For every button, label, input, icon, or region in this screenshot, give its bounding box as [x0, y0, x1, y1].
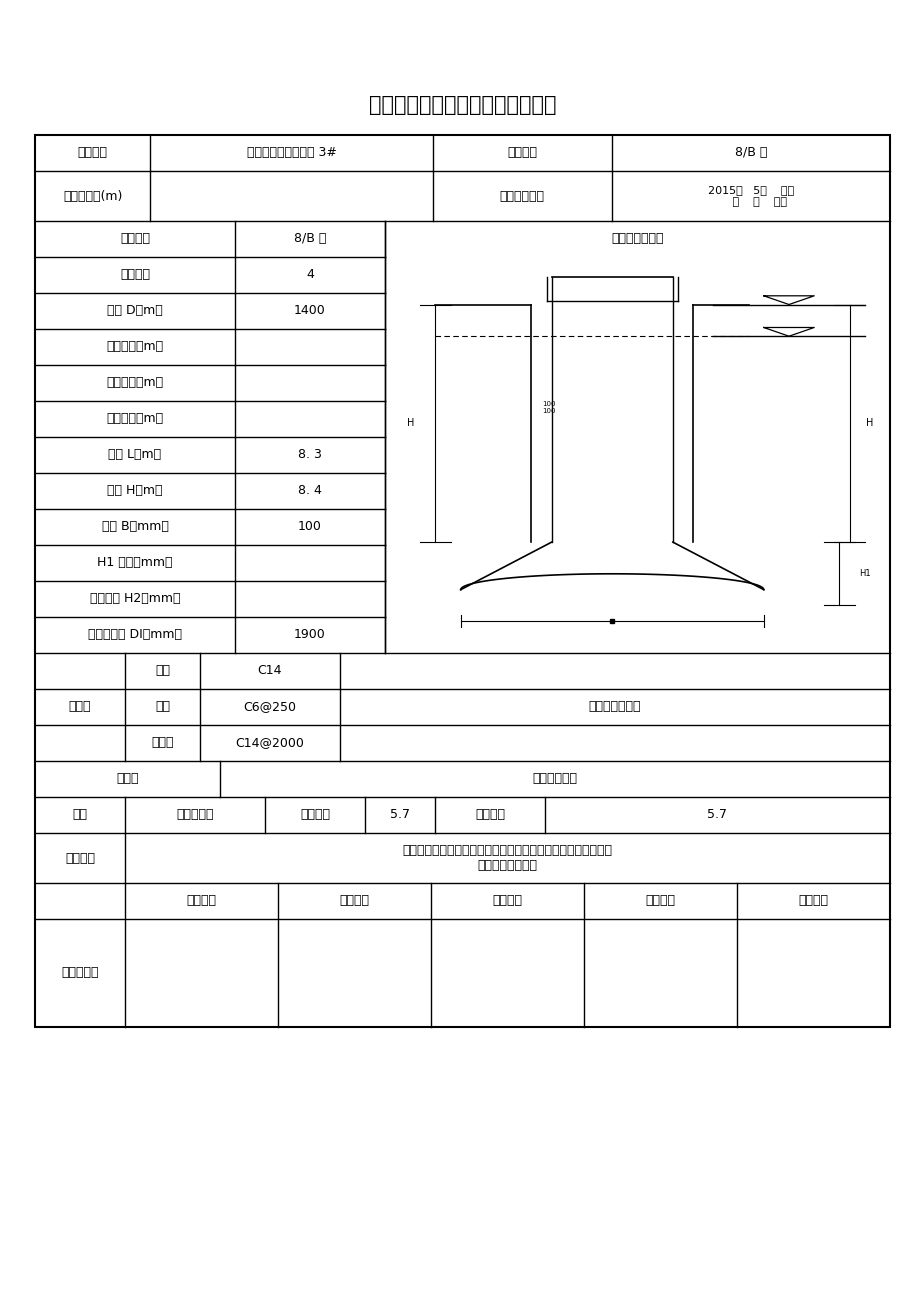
Text: 100: 100 [298, 521, 322, 534]
Text: 桩径 D（m）: 桩径 D（m） [107, 305, 163, 318]
Text: 工程名称: 工程名称 [77, 147, 108, 160]
Text: 100
100: 100 100 [542, 401, 555, 414]
Text: 建设单位: 建设单位 [492, 894, 522, 907]
Text: 桩位编号: 桩位编号 [506, 147, 537, 160]
Text: 8/B 轴: 8/B 轴 [293, 233, 326, 246]
Bar [35, 135, 889, 1027]
Text: 勘察单位: 勘察单位 [339, 894, 369, 907]
Text: 8/B 轴: 8/B 轴 [734, 147, 766, 160]
Text: 护壁 B（mm）: 护壁 B（mm） [101, 521, 168, 534]
Text: 8. 3: 8. 3 [298, 448, 322, 461]
Text: C6@250: C6@250 [244, 700, 296, 713]
Text: 加径筋: 加径筋 [151, 737, 174, 750]
Text: 8. 4: 8. 4 [298, 484, 322, 497]
Text: 乐安县万民家和沁园 3#: 乐安县万民家和沁园 3# [246, 147, 336, 160]
Text: 桩身编号: 桩身编号 [119, 268, 150, 281]
Text: H1 尺寸（mm）: H1 尺寸（mm） [97, 556, 173, 569]
Text: 孔深 H（m）: 孔深 H（m） [108, 484, 163, 497]
Text: 设计单位: 设计单位 [187, 894, 216, 907]
Text: 1400: 1400 [294, 305, 325, 318]
Text: 5.7: 5.7 [390, 809, 410, 822]
Text: 现场成孔示意图: 现场成孔示意图 [610, 233, 663, 246]
Text: 入岩深度 H2（mm）: 入岩深度 H2（mm） [90, 592, 180, 605]
Text: 人工挖孔桩: 人工挖孔桩 [176, 809, 213, 822]
Text: 持力层: 持力层 [116, 772, 139, 785]
Text: 经现场勘察，桩端已进入风化岩石层，桩径、桩长、桩位均符合
设计及规范要求。: 经现场勘察，桩端已进入风化岩石层，桩径、桩长、桩位均符合 设计及规范要求。 [403, 844, 612, 872]
Text: 人工挖孔灌注桩成孔施工验收记录: 人工挖孔灌注桩成孔施工验收记录 [369, 95, 556, 115]
Text: 扩大头尺寸 DI（mm）: 扩大头尺寸 DI（mm） [88, 629, 182, 642]
Text: 箍筋: 箍筋 [154, 700, 170, 713]
Text: 造孔起止时间: 造孔起止时间 [499, 190, 544, 203]
Text: 5.7: 5.7 [707, 809, 727, 822]
Text: 符合设计要求: 符合设计要求 [532, 772, 577, 785]
Text: 孔口标高（m）: 孔口标高（m） [107, 341, 164, 354]
Text: 桩长 L（m）: 桩长 L（m） [108, 448, 162, 461]
Text: 桩顶标高（m）: 桩顶标高（m） [107, 376, 164, 389]
Text: 原地面标高(m): 原地面标高(m) [63, 190, 122, 203]
Text: H: H [865, 418, 872, 428]
Text: 监理单位: 监理单位 [645, 894, 675, 907]
Text: 浇筑时间: 浇筑时间 [474, 809, 505, 822]
Text: H: H [406, 418, 414, 428]
Text: 桩型: 桩型 [73, 809, 87, 822]
Text: 签字公章栏: 签字公章栏 [62, 966, 98, 979]
Text: 桩位编号: 桩位编号 [119, 233, 150, 246]
Text: 主筋: 主筋 [154, 664, 170, 677]
Text: C14@2000: C14@2000 [235, 737, 304, 750]
Text: 1900: 1900 [294, 629, 325, 642]
Text: 结论意见: 结论意见 [65, 852, 95, 865]
Text: C14: C14 [257, 664, 282, 677]
Text: H1: H1 [858, 569, 869, 578]
Text: 孔底标高（m）: 孔底标高（m） [107, 413, 164, 426]
Text: 验收日期: 验收日期 [300, 809, 330, 822]
Text: 钢筋笼: 钢筋笼 [69, 700, 91, 713]
Text: 4: 4 [306, 268, 313, 281]
Text: 2015年   5月    日至
     年    月    日止: 2015年 5月 日至 年 月 日止 [708, 185, 793, 207]
Text: 注：人工挖孔桩: 注：人工挖孔桩 [588, 700, 641, 713]
Text: 施工单位: 施工单位 [798, 894, 828, 907]
